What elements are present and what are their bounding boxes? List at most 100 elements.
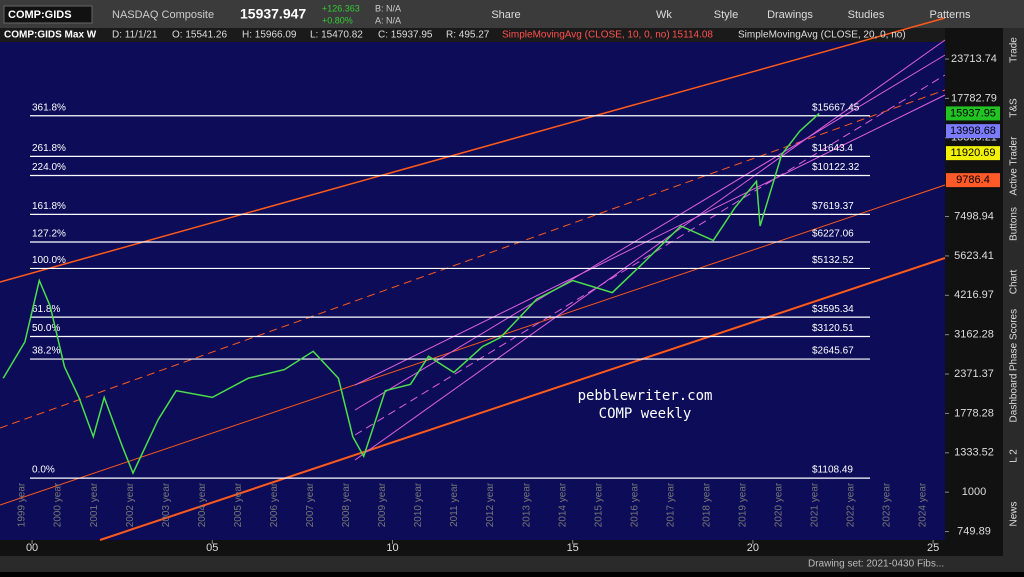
y-tick-label: 1000 xyxy=(962,486,986,498)
price-badge xyxy=(946,173,1000,188)
y-tick-label: 7498.94 xyxy=(954,210,994,222)
symbol-box[interactable] xyxy=(3,5,93,24)
year-label: 2017 year xyxy=(665,482,676,527)
x-tick-label: 25 xyxy=(927,542,939,554)
channel-line xyxy=(354,54,946,411)
price-badge-label: 9786.4 xyxy=(956,174,990,186)
price-line xyxy=(2,112,820,475)
y-tick-label: 4216.97 xyxy=(954,289,994,301)
side-tabs xyxy=(1003,28,1024,556)
change-pct: +0.80% xyxy=(322,15,353,25)
last-price: 15937.947 xyxy=(240,6,306,22)
toolbar-button[interactable]: Studies xyxy=(848,9,885,21)
info-study1: SimpleMovingAvg (CLOSE, 10, 0, no) xyxy=(502,30,670,41)
side-tab[interactable]: Dashboard xyxy=(1009,374,1020,423)
y-tick-label: 3162.28 xyxy=(954,329,994,341)
instrument-name: NASDAQ Composite xyxy=(112,9,214,21)
fib-label: 100.0% xyxy=(32,255,66,266)
ask: A: N/A xyxy=(375,15,401,25)
info-bar xyxy=(0,28,945,42)
annotation: COMP weekly xyxy=(599,406,692,422)
toolbar-button[interactable]: Share xyxy=(491,9,520,21)
year-label: 2001 year xyxy=(89,482,100,527)
price-badge xyxy=(946,106,1000,121)
toolbar xyxy=(0,0,1024,28)
year-label: 2019 year xyxy=(737,482,748,527)
fib-value: $1108.49 xyxy=(812,465,853,476)
year-label: 2021 year xyxy=(810,482,821,527)
channel-line xyxy=(0,17,946,283)
status-text: Drawing set: 2021-0430 Fibs... xyxy=(808,559,944,570)
info-close: C: 15937.95 xyxy=(378,30,433,41)
x-tick-label: 20 xyxy=(747,542,759,554)
side-tab[interactable]: Active Trader xyxy=(1009,136,1020,196)
side-tab[interactable]: Chart xyxy=(1009,270,1020,295)
status-bar xyxy=(0,556,1024,572)
year-label: 2007 year xyxy=(305,482,316,527)
year-label: 2020 year xyxy=(774,482,785,527)
side-tab[interactable]: Trade xyxy=(1009,37,1020,63)
bid: B: N/A xyxy=(375,3,401,13)
fib-value: $5132.52 xyxy=(812,255,854,266)
side-tab[interactable]: News xyxy=(1009,501,1020,526)
toolbar-button[interactable]: Patterns xyxy=(930,9,971,21)
price-badge xyxy=(946,124,1000,139)
y-tick-label: 17782.79 xyxy=(951,92,997,104)
fib-value: $3595.34 xyxy=(812,304,854,315)
info-study1-value: 15114.08 xyxy=(672,30,713,41)
y-tick-label: 5623.41 xyxy=(954,250,994,262)
fib-value: $3120.51 xyxy=(812,323,854,334)
year-label: 2011 year xyxy=(449,482,460,526)
symbol[interactable]: COMP:GIDS xyxy=(8,9,72,21)
fib-label: 261.8% xyxy=(32,143,66,154)
fib-label: 0.0% xyxy=(32,465,55,476)
info-symbol: COMP:GIDS Max W xyxy=(4,30,97,41)
price-badge-label: 11920.69 xyxy=(950,147,995,159)
info-open: O: 15541.26 xyxy=(172,30,227,41)
side-tab[interactable]: Buttons xyxy=(1009,207,1020,241)
fib-value: $6227.06 xyxy=(812,229,854,240)
year-label: 2022 year xyxy=(846,482,857,527)
fib-label: 38.2% xyxy=(32,346,60,357)
year-label: 2024 year xyxy=(918,482,929,527)
side-tab[interactable]: L 2 xyxy=(1009,449,1020,463)
channel-line xyxy=(0,184,946,506)
channel-line xyxy=(354,39,946,461)
y-tick-label: 23713.74 xyxy=(951,53,997,65)
toolbar-button[interactable]: Style xyxy=(714,9,738,21)
x-tick-label: 00 xyxy=(26,542,38,554)
fib-value: $10122.32 xyxy=(812,162,860,173)
year-label: 2000 year xyxy=(53,482,64,527)
change: +126.363 xyxy=(322,3,360,13)
year-label: 2006 year xyxy=(269,482,280,527)
info-range: R: 495.27 xyxy=(446,30,490,41)
year-label: 2004 year xyxy=(197,482,208,527)
year-label: 2010 year xyxy=(413,482,424,527)
x-tick-label: 10 xyxy=(386,542,398,554)
toolbar-button[interactable]: Drawings xyxy=(767,9,813,21)
info-study2: SimpleMovingAvg (CLOSE, 20, 0, no) xyxy=(738,30,906,41)
year-label: 2015 year xyxy=(593,482,604,527)
price-badge-label: 13998.68 xyxy=(950,125,996,137)
y-tick-label: 749.89 xyxy=(957,525,991,537)
year-label: 2012 year xyxy=(485,482,496,527)
x-tick-label: 15 xyxy=(567,542,579,554)
price-badge xyxy=(946,146,1000,161)
fib-label: 161.8% xyxy=(32,201,66,212)
fib-value: $2645.67 xyxy=(812,346,854,357)
y-tick-label: 2371.37 xyxy=(954,368,994,380)
side-tab[interactable]: T&S xyxy=(1009,98,1020,118)
fib-value: $15667.45 xyxy=(812,102,860,113)
year-label: 2002 year xyxy=(125,482,136,527)
plot-area xyxy=(0,42,945,540)
fib-value: $7619.37 xyxy=(812,201,854,212)
info-date: D: 11/1/21 xyxy=(112,30,158,41)
fib-label: 61.8% xyxy=(32,304,60,315)
fib-label: 224.0% xyxy=(32,162,66,173)
year-label: 1999 year xyxy=(17,482,28,527)
info-low: L: 15470.82 xyxy=(310,30,363,41)
y-tick-label: 1333.52 xyxy=(954,447,994,459)
side-tab[interactable]: Phase Scores xyxy=(1009,309,1020,371)
toolbar-button[interactable]: Wk xyxy=(656,9,672,21)
